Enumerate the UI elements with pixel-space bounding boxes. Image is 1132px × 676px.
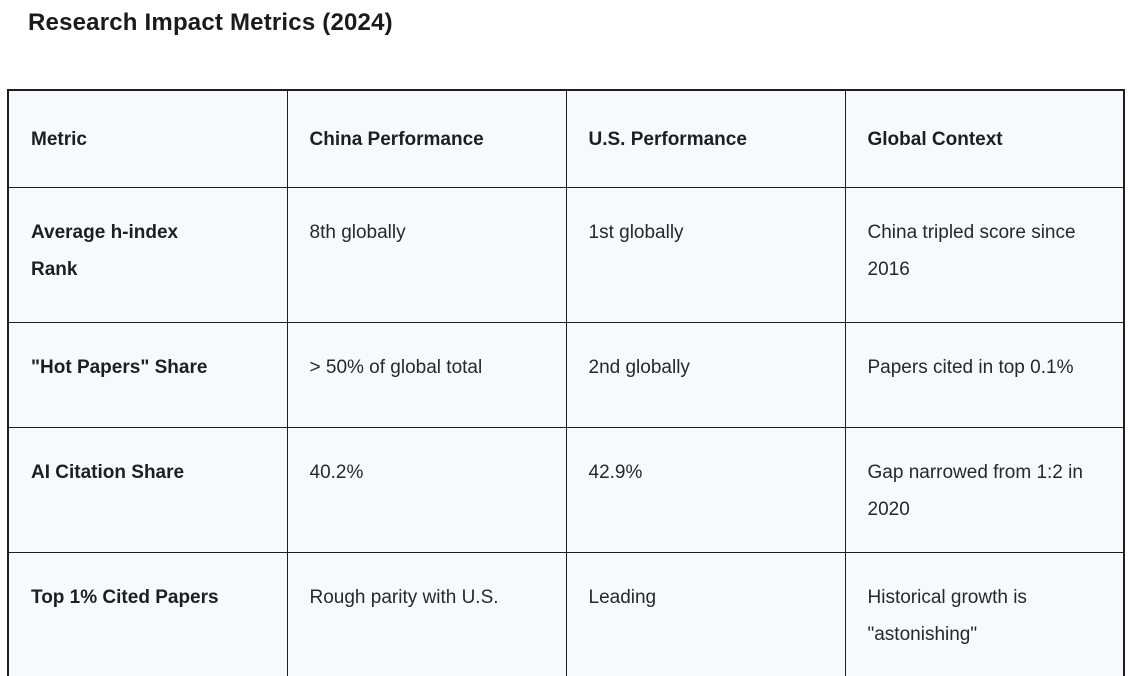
column-header-metric: Metric	[7, 89, 288, 188]
us-cell: 1st globally	[565, 186, 846, 323]
page-title: Research Impact Metrics (2024)	[28, 9, 393, 36]
table-row: AI Citation Share 40.2% 42.9% Gap narrow…	[7, 426, 1125, 553]
column-header-global-context: Global Context	[844, 89, 1125, 188]
metric-cell-h-index-rank: Average h-index Rank	[7, 186, 288, 323]
table-header-row: Metric China Performance U.S. Performanc…	[7, 89, 1125, 188]
china-cell: > 50% of global total	[286, 321, 567, 428]
us-cell: Leading	[565, 551, 846, 676]
column-header-china-performance: China Performance	[286, 89, 567, 188]
research-impact-metrics-table: Metric China Performance U.S. Performanc…	[7, 89, 1125, 676]
column-header-us-performance: U.S. Performance	[565, 89, 846, 188]
metric-cell-top-1pct-cited-papers: Top 1% Cited Papers	[7, 551, 288, 676]
metric-cell-hot-papers-share: "Hot Papers" Share	[7, 321, 288, 428]
global-context-cell: Historical growth is "astonishing"	[844, 551, 1125, 676]
table-row: Top 1% Cited Papers Rough parity with U.…	[7, 551, 1125, 676]
global-context-cell: Papers cited in top 0.1%	[844, 321, 1125, 428]
global-context-cell: Gap narrowed from 1:2 in 2020	[844, 426, 1125, 553]
metric-cell-ai-citation-share: AI Citation Share	[7, 426, 288, 553]
china-cell: 8th globally	[286, 186, 567, 323]
global-context-cell: China tripled score since 2016	[844, 186, 1125, 323]
table-row: Average h-index Rank 8th globally 1st gl…	[7, 186, 1125, 323]
china-cell: Rough parity with U.S.	[286, 551, 567, 676]
us-cell: 42.9%	[565, 426, 846, 553]
table-row: "Hot Papers" Share > 50% of global total…	[7, 321, 1125, 428]
us-cell: 2nd globally	[565, 321, 846, 428]
china-cell: 40.2%	[286, 426, 567, 553]
